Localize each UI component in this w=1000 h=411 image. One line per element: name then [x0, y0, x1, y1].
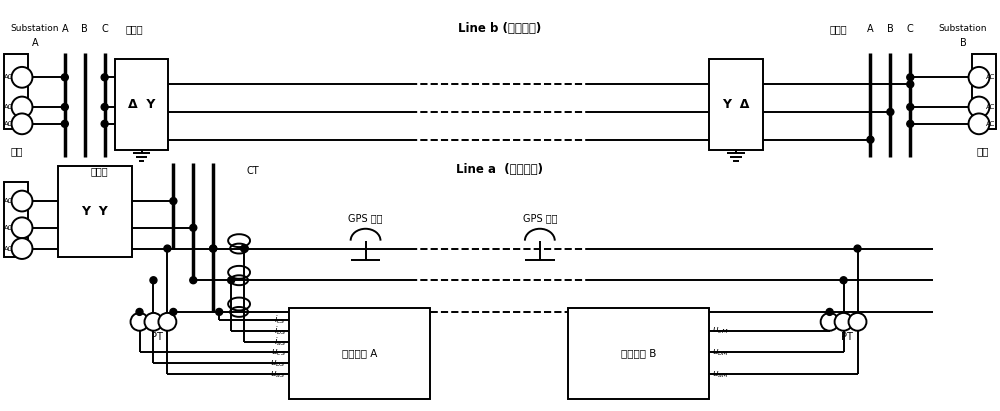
Bar — [4, 53, 28, 129]
Text: B: B — [960, 38, 966, 48]
Circle shape — [241, 245, 248, 252]
Text: AC: AC — [4, 121, 14, 127]
Circle shape — [826, 308, 833, 315]
Circle shape — [61, 74, 68, 81]
Circle shape — [821, 313, 839, 331]
Circle shape — [61, 120, 68, 127]
Text: Δ  Y: Δ Y — [128, 97, 155, 111]
Circle shape — [12, 113, 32, 134]
Circle shape — [840, 277, 847, 284]
Text: AC: AC — [4, 74, 14, 80]
Text: B: B — [81, 24, 88, 34]
Bar — [115, 58, 168, 150]
Text: A: A — [32, 38, 38, 48]
Text: Y  Y: Y Y — [81, 206, 108, 218]
Circle shape — [190, 277, 197, 284]
Text: $u_{bM}$: $u_{bM}$ — [712, 347, 729, 358]
Text: $i_{bS}$: $i_{bS}$ — [274, 324, 286, 337]
Text: Line a  (停电测量): Line a (停电测量) — [456, 163, 544, 176]
Text: 母线: 母线 — [11, 147, 23, 157]
Text: PT: PT — [150, 332, 162, 342]
Circle shape — [101, 104, 108, 111]
Text: CT: CT — [247, 166, 259, 176]
Circle shape — [12, 97, 32, 118]
Text: 变压器: 变压器 — [126, 24, 143, 34]
Text: 变压器: 变压器 — [91, 166, 108, 176]
Text: $u_{aM}$: $u_{aM}$ — [712, 369, 729, 379]
Text: $u_{cM}$: $u_{cM}$ — [712, 326, 729, 336]
Circle shape — [12, 217, 32, 238]
Circle shape — [150, 277, 157, 284]
Text: Substation: Substation — [939, 24, 987, 33]
Text: 测量系统 B: 测量系统 B — [621, 349, 656, 358]
Text: C: C — [907, 24, 914, 34]
Circle shape — [101, 74, 108, 81]
Circle shape — [216, 308, 223, 315]
Text: Line b (正常运行): Line b (正常运行) — [458, 22, 542, 35]
Circle shape — [12, 238, 32, 259]
Circle shape — [144, 313, 162, 331]
Circle shape — [849, 313, 866, 331]
Text: $u_{cS}$: $u_{cS}$ — [271, 347, 286, 358]
Text: $i_{aS}$: $i_{aS}$ — [274, 335, 286, 348]
Circle shape — [907, 74, 914, 81]
Text: $i_{cS}$: $i_{cS}$ — [274, 314, 286, 326]
Circle shape — [170, 198, 177, 205]
Text: AC: AC — [986, 104, 996, 110]
Text: $u_{bS}$: $u_{bS}$ — [270, 358, 286, 369]
Circle shape — [210, 245, 217, 252]
Text: AC: AC — [986, 121, 996, 127]
Text: 母线: 母线 — [977, 147, 989, 157]
Text: 测量系统 A: 测量系统 A — [342, 349, 377, 358]
Circle shape — [164, 245, 171, 252]
Text: C: C — [101, 24, 108, 34]
Text: GPS 天线: GPS 天线 — [348, 213, 383, 223]
Circle shape — [969, 113, 989, 134]
Circle shape — [61, 104, 68, 111]
Circle shape — [854, 245, 861, 252]
Circle shape — [835, 313, 853, 331]
Circle shape — [158, 313, 176, 331]
Bar — [58, 166, 132, 257]
Bar — [568, 308, 709, 399]
Circle shape — [12, 67, 32, 88]
Circle shape — [969, 97, 989, 118]
Text: 变压器: 变压器 — [830, 24, 847, 34]
Bar — [972, 53, 996, 129]
Text: AC: AC — [4, 225, 14, 231]
Text: B: B — [887, 24, 894, 34]
Circle shape — [887, 109, 894, 115]
Circle shape — [136, 308, 143, 315]
Circle shape — [867, 136, 874, 143]
Text: AC: AC — [4, 198, 14, 204]
Text: A: A — [867, 24, 874, 34]
Bar — [4, 182, 28, 257]
Bar — [709, 58, 763, 150]
Text: AC: AC — [4, 104, 14, 110]
Circle shape — [12, 191, 32, 211]
Circle shape — [101, 120, 108, 127]
Circle shape — [210, 245, 217, 252]
Circle shape — [907, 104, 914, 111]
Text: $u_{aS}$: $u_{aS}$ — [270, 369, 286, 379]
Text: PT: PT — [841, 332, 852, 342]
Circle shape — [228, 277, 235, 284]
Text: A: A — [62, 24, 68, 34]
Text: Y  Δ: Y Δ — [722, 97, 750, 111]
Bar — [289, 308, 430, 399]
Circle shape — [131, 313, 148, 331]
Text: Substation: Substation — [11, 24, 59, 33]
Text: GPS 天线: GPS 天线 — [523, 213, 557, 223]
Circle shape — [969, 67, 989, 88]
Text: AC: AC — [4, 245, 14, 252]
Circle shape — [907, 81, 914, 88]
Text: AC: AC — [986, 74, 996, 80]
Circle shape — [170, 308, 177, 315]
Circle shape — [907, 120, 914, 127]
Circle shape — [190, 224, 197, 231]
